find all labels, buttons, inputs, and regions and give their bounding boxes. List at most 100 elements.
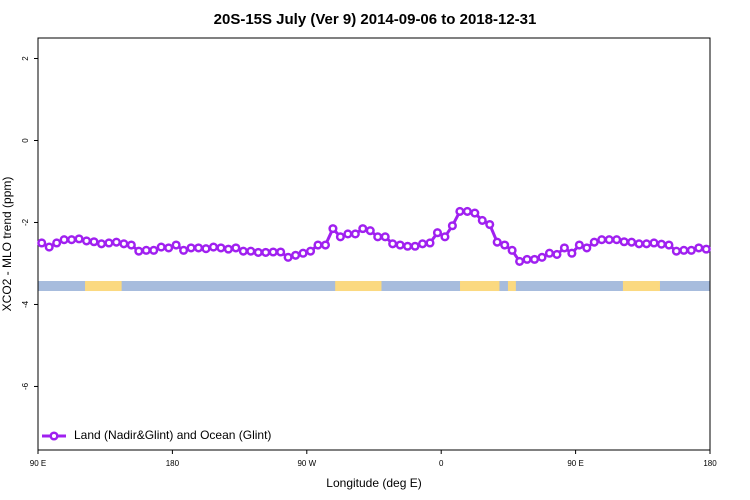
- data-point: [470, 208, 480, 218]
- data-point: [627, 237, 637, 247]
- data-point: [328, 224, 338, 234]
- data-point: [223, 244, 233, 254]
- data-point: [701, 244, 711, 254]
- data-point: [81, 236, 92, 246]
- data-point: [134, 246, 144, 256]
- data-point: [186, 243, 196, 253]
- x-axis-label: Longitude (deg E): [326, 476, 421, 490]
- data-point: [634, 239, 644, 249]
- data-point: [477, 215, 487, 225]
- legend-marker: [49, 431, 59, 441]
- data-point: [485, 219, 495, 230]
- land-segment: [335, 281, 382, 292]
- data-point: [335, 232, 345, 242]
- data-point: [231, 243, 241, 253]
- data-point: [149, 245, 159, 255]
- data-point: [193, 243, 204, 253]
- data-point: [52, 238, 62, 248]
- data-point: [276, 247, 286, 257]
- data-point: [649, 238, 659, 248]
- data-point: [171, 240, 181, 250]
- data-point: [671, 246, 681, 256]
- land-segment: [622, 281, 660, 292]
- data-point: [582, 243, 592, 253]
- data-point: [305, 246, 316, 256]
- data-point: [313, 240, 323, 250]
- data-point: [395, 240, 405, 250]
- data-point: [567, 248, 577, 258]
- data-point: [589, 237, 599, 247]
- land-segment: [507, 281, 516, 292]
- data-point: [44, 242, 54, 252]
- data-point: [537, 252, 547, 262]
- data-point: [156, 242, 166, 252]
- data-point: [238, 246, 248, 256]
- x-tick-label: 90 E: [30, 459, 46, 468]
- data-point: [455, 206, 465, 216]
- data-point: [119, 239, 129, 249]
- legend-label: Land (Nadir&Glint) and Ocean (Glint): [74, 428, 271, 442]
- data-point: [492, 237, 502, 247]
- x-tick-label: 90 W: [297, 459, 316, 468]
- data-point: [343, 229, 353, 239]
- land-segment: [85, 281, 122, 292]
- data-point: [201, 244, 211, 254]
- data-point: [612, 235, 622, 245]
- land-segment: [460, 281, 500, 292]
- data-point: [619, 237, 629, 247]
- data-point: [104, 238, 114, 248]
- data-point: [67, 235, 77, 245]
- data-point: [641, 239, 652, 249]
- data-point: [500, 240, 510, 250]
- data-point: [89, 237, 99, 247]
- data-point: [111, 237, 121, 247]
- x-tick-label: 90 E: [567, 459, 583, 468]
- data-point: [261, 247, 271, 257]
- data-point: [179, 245, 189, 255]
- data-point: [664, 240, 674, 250]
- data-point: [440, 232, 450, 242]
- data-point: [164, 243, 174, 253]
- data-point: [507, 245, 517, 255]
- data-point: [552, 249, 562, 260]
- x-tick-label: 0: [439, 459, 444, 468]
- data-point: [410, 241, 420, 251]
- data-point: [96, 239, 107, 249]
- data-point: [686, 245, 696, 255]
- x-tick-label: 180: [166, 459, 180, 468]
- data-point: [59, 235, 69, 245]
- data-point: [559, 243, 569, 253]
- data-point: [246, 246, 256, 256]
- data-point: [656, 239, 667, 249]
- data-point: [597, 235, 607, 245]
- data-point: [529, 254, 540, 264]
- data-point: [574, 240, 584, 250]
- y-tick-label: 0: [21, 138, 30, 143]
- data-point: [74, 234, 84, 244]
- data-point: [253, 247, 263, 257]
- y-axis-label: XCO2 - MLO trend (ppm): [0, 177, 14, 312]
- data-point: [216, 243, 226, 253]
- y-tick-label: -4: [21, 300, 30, 308]
- data-point: [268, 247, 278, 257]
- data-point: [679, 245, 689, 255]
- data-point: [522, 254, 532, 264]
- x-tick-label: 180: [703, 459, 717, 468]
- data-point: [350, 229, 360, 239]
- data-point: [298, 248, 308, 258]
- data-point: [373, 232, 383, 242]
- data-point: [358, 224, 368, 234]
- data-point: [425, 238, 435, 248]
- y-tick-label: -2: [21, 218, 30, 226]
- data-point: [37, 238, 47, 248]
- data-point: [141, 245, 151, 255]
- y-tick-label: 2: [21, 56, 30, 61]
- chart-title: 20S-15S July (Ver 9) 2014-09-06 to 2018-…: [214, 11, 537, 28]
- data-point: [604, 235, 614, 245]
- data-point: [365, 226, 375, 236]
- data-point: [515, 256, 525, 266]
- data-point: [417, 239, 428, 249]
- data-point: [544, 248, 555, 258]
- y-tick-label: -6: [21, 382, 30, 390]
